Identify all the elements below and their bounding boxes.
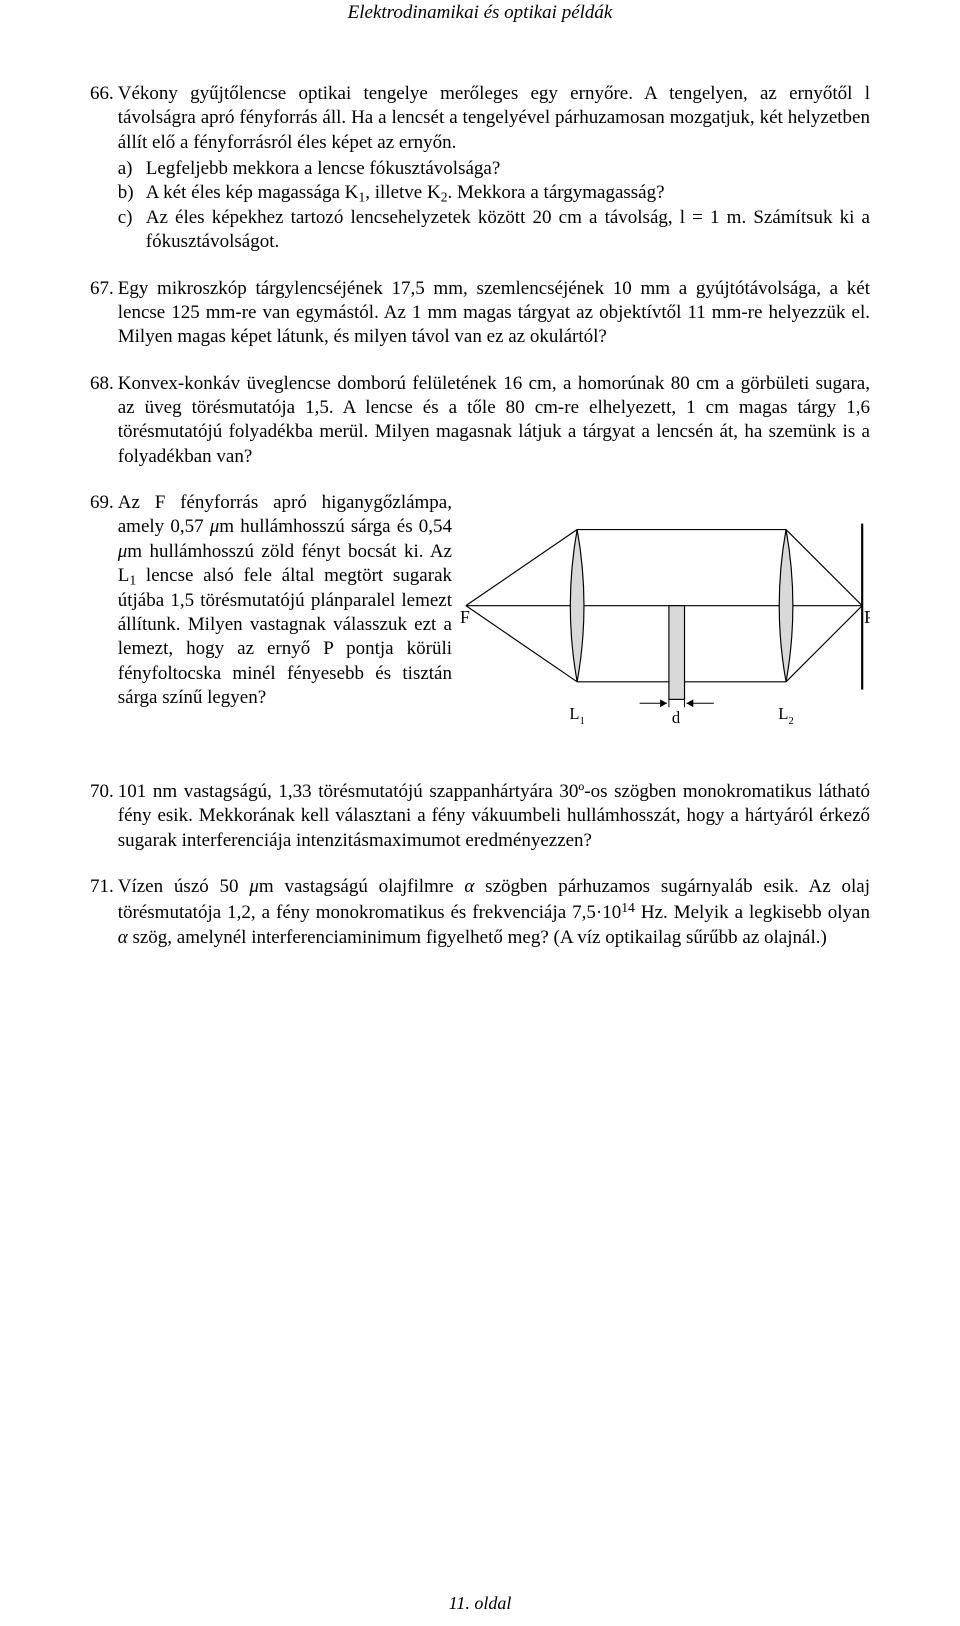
problem-text: Konvex-konkáv üveglencse domború felület… [118,372,870,469]
problem-66: 66. Vékony gyűjtőlencse optikai tengelye… [90,82,870,255]
problem-text: 101 nm vastagságú, 1,33 törésmutatójú sz… [118,780,870,853]
sub-label: a) [118,157,146,181]
problem-text: Az F fényforrás apró higanygőzlámpa, ame… [118,491,452,710]
sub-text: Az éles képekhez tartozó lencsehelyzetek… [146,206,870,255]
label-L1: L1 [569,704,585,727]
problem-number: 68. [90,372,118,469]
optics-diagram: F P L1 L2 d [460,513,870,753]
label-d: d [672,708,681,727]
label-L2: L2 [778,704,793,727]
page-footer: 11. oldal [0,1593,960,1614]
label-P: P [864,607,870,627]
problem-71: 71. Vízen úszó 50 μm vastagságú olajfilm… [90,875,870,950]
problem-text: Egy mikroszkóp tárgylencséjének 17,5 mm,… [118,277,870,350]
problem-68: 68. Konvex-konkáv üveglencse domború fel… [90,372,870,469]
sub-text: Legfeljebb mekkora a lencse fókusztávols… [146,157,870,181]
problem-70: 70. 101 nm vastagságú, 1,33 törésmutatój… [90,780,870,853]
problem-66-a: a) Legfeljebb mekkora a lencse fókusztáv… [118,157,870,181]
problem-number: 69. [90,491,118,710]
problem-67: 67. Egy mikroszkóp tárgylencséjének 17,5… [90,277,870,350]
sub-text: A két éles kép magassága K1, illetve K2.… [146,181,870,206]
problem-66-c: c) Az éles képekhez tartozó lencsehelyze… [118,206,870,255]
label-F: F [460,607,470,627]
problem-66-b: b) A két éles kép magassága K1, illetve … [118,181,870,206]
problem-66-main: Vékony gyűjtőlencse optikai tengelye mer… [118,83,870,153]
problem-text: Vékony gyűjtőlencse optikai tengelye mer… [118,82,870,255]
problem-text: Vízen úszó 50 μm vastagságú olajfilmre α… [118,875,870,950]
problem-number: 71. [90,875,118,950]
problem-number: 70. [90,780,118,853]
problem-number: 66. [90,82,118,255]
page-header: Elektrodinamikai és optikai példák [90,0,870,24]
problem-69: 69. Az F fényforrás apró higanygőzlámpa,… [90,491,870,758]
problem-number: 67. [90,277,118,350]
sub-label: b) [118,181,146,206]
sub-label: c) [118,206,146,255]
